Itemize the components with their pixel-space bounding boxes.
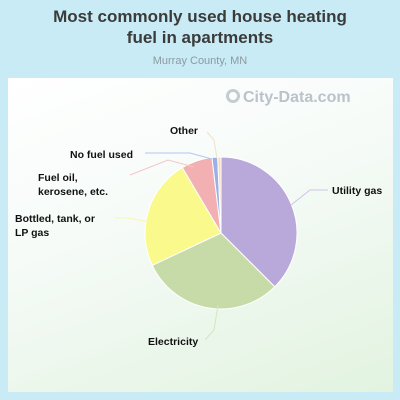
leader-lines <box>115 131 328 341</box>
chart-subtitle: Murray County, MN <box>152 55 248 67</box>
label-fuel-oil-line-1: Fuel oil, <box>38 172 78 184</box>
leader-bottled <box>115 217 151 223</box>
chart-title: Most commonly used house heating fuel in… <box>0 6 400 48</box>
leader-no-fuel <box>145 152 213 160</box>
pie-slices <box>144 156 298 310</box>
leader-electricity <box>204 304 219 341</box>
label-fuel-oil-line-2: kerosene, etc. <box>38 186 108 198</box>
label-other: Other <box>170 125 198 137</box>
label-no-fuel-used: No fuel used <box>70 149 133 161</box>
pie-slice-electricity <box>151 232 276 310</box>
watermark: City-Data.com <box>226 89 351 107</box>
slice-labels: Utility gas Electricity Bottled, tank, o… <box>15 125 382 348</box>
pie-slice-utility-gas <box>220 156 298 288</box>
watermark-text: City-Data.com <box>243 89 351 106</box>
chart-title-line-1: Most commonly used house heating <box>53 7 347 26</box>
pie-slice-bottled-tank-or-lp-gas <box>144 166 222 267</box>
label-utility-gas: Utility gas <box>332 185 382 197</box>
city-data-logo-icon <box>226 89 240 103</box>
leader-utility-gas <box>290 189 328 206</box>
leader-fuel-oil <box>129 159 195 176</box>
label-bottled-line-2: LP gas <box>15 227 49 239</box>
label-electricity: Electricity <box>148 336 198 348</box>
leader-other <box>206 131 218 159</box>
label-bottled-line-1: Bottled, tank, or <box>15 213 95 225</box>
chart-title-line-2: fuel in apartments <box>126 28 274 47</box>
pie-slice-other <box>217 156 222 234</box>
